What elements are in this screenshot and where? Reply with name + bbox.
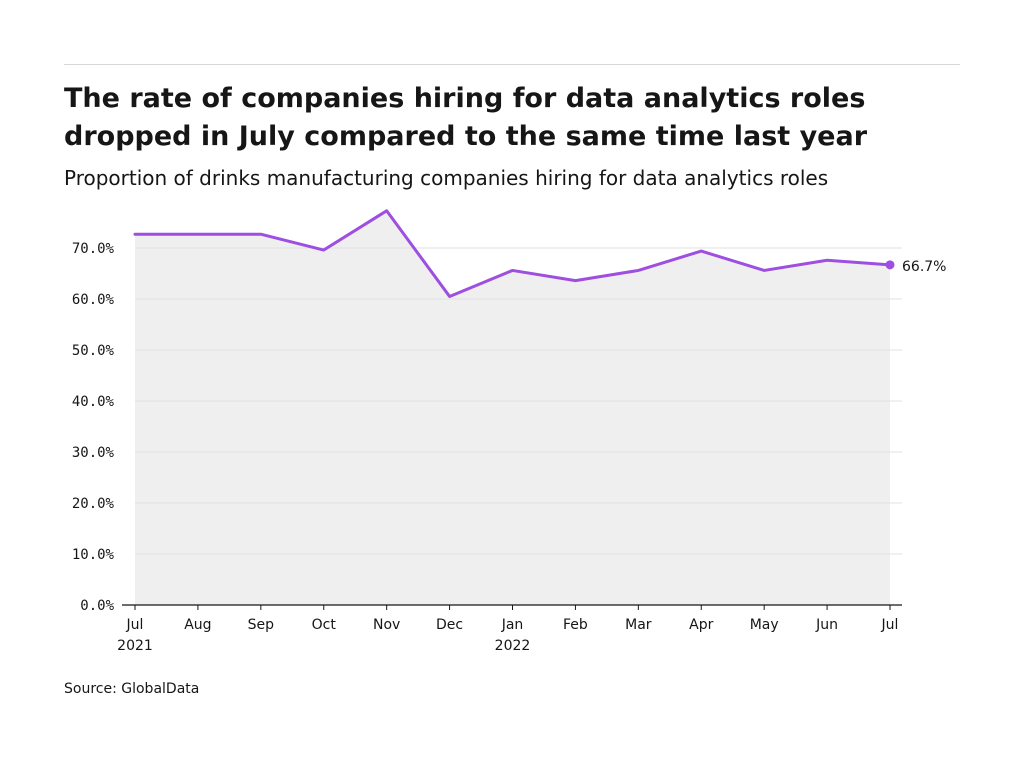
line-chart: 0.0% 10.0% 20.0% 30.0% 40.0% 50.0% 60.0% 70.0% J… [72, 209, 946, 654]
data-point [573, 279, 577, 283]
x-tick-label: Jan [501, 617, 524, 633]
x-tick-label: Dec [436, 617, 463, 633]
series-line [133, 209, 892, 298]
x-tick-label: Jul [881, 617, 899, 633]
end-value-label: 66.7% [902, 259, 946, 275]
data-point [511, 268, 515, 272]
x-tick-label: Jul [126, 617, 144, 633]
data-point [196, 232, 200, 236]
x-year-label: 2021 [117, 638, 153, 654]
x-tick-label: Nov [373, 617, 400, 633]
y-tick-label: 60.0% [72, 292, 115, 308]
data-point [699, 249, 703, 253]
source-note: Source: GlobalData [64, 681, 200, 697]
data-point [385, 209, 389, 213]
data-point [259, 232, 263, 236]
y-tick-label: 50.0% [72, 343, 115, 359]
x-tick-label: Mar [625, 617, 652, 633]
x-tick-label: Oct [312, 617, 337, 633]
x-tick-label: May [750, 617, 779, 633]
x-tick-label: Aug [184, 617, 211, 633]
x-year-label: 2022 [495, 638, 531, 654]
data-point [322, 248, 326, 252]
y-tick-label: 10.0% [72, 547, 115, 563]
end-point-marker [885, 260, 895, 270]
x-tick-label: Jun [815, 617, 838, 633]
chart-title: The rate of companies hiring for data an… [64, 83, 868, 152]
y-tick-label: 70.0% [72, 241, 115, 257]
data-point [825, 258, 829, 262]
x-tick-label: Sep [248, 617, 275, 633]
y-tick-label: 40.0% [72, 394, 115, 410]
data-point [762, 268, 766, 272]
y-tick-label: 30.0% [72, 445, 115, 461]
y-tick-label: 20.0% [72, 496, 115, 512]
y-tick-label: 0.0% [80, 598, 114, 614]
area-fill [135, 210, 890, 605]
x-tick-label: Apr [689, 617, 713, 633]
chart-subtitle: Proportion of drinks manufacturing compa… [64, 166, 829, 190]
data-point [448, 294, 452, 298]
top-divider [64, 64, 960, 65]
data-point [133, 232, 137, 236]
x-tick-label: Feb [563, 617, 588, 633]
data-point [636, 268, 640, 272]
